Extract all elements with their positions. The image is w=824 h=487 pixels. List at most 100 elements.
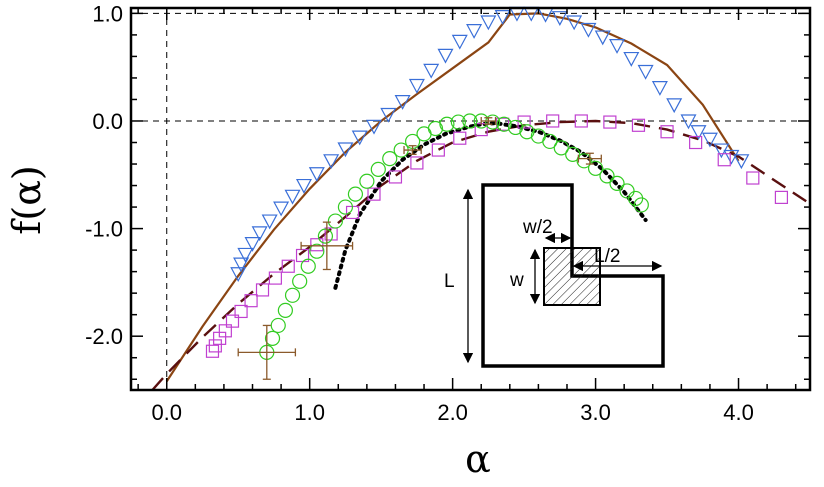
triangle-marker [594,30,611,46]
square-marker [410,156,424,170]
circle-marker [565,146,581,162]
y-tick-label: -2.0 [85,324,123,349]
inset-diagram: L w w/2 L/2 [444,183,665,368]
square-marker [255,283,270,297]
square-marker [281,259,295,273]
triangle-marker [701,132,718,148]
inset-label-w-half: w/2 [522,217,553,238]
triangle-marker [466,23,483,39]
circle-marker [633,197,649,213]
error-bar [237,324,297,380]
inset-outline [481,183,665,368]
triangle-marker [551,11,568,26]
triangle-marker [366,119,383,135]
inset-label-L: L [444,271,455,292]
circle-marker [609,175,625,191]
circle-marker [519,124,535,140]
circle-marker [427,120,444,137]
x-tick-label: 1.0 [294,400,325,425]
square-marker [218,324,232,338]
circle-marker [264,330,281,346]
x-tick-label: 3.0 [580,400,611,425]
triangle-marker [323,154,340,170]
square-marker [774,190,789,204]
triangle-marker [680,114,697,130]
circle-marker [270,317,286,334]
error-bar [577,152,602,165]
square-marker [746,171,760,185]
triangle-marker [273,201,290,217]
triangle-marker [351,130,368,146]
circle-marker [327,213,344,229]
inset-label-L-half: L/2 [594,246,620,267]
triangle-marker [609,39,626,54]
triangle-marker [380,107,397,123]
square-marker [234,304,248,319]
triangle-marker [623,51,640,67]
triangle-marker [295,178,312,194]
x-axis-label: α [465,437,491,481]
square-marker [660,125,674,139]
error-bar [300,221,354,271]
inset-hatched-region [543,247,601,306]
triangle-marker [237,247,254,263]
curve-dashed [151,119,811,391]
plot-frame [129,6,812,392]
triangle-marker [284,189,301,205]
circle-marker [587,160,604,176]
y-tick-label: 1.0 [92,1,123,26]
square-marker [310,238,324,252]
square-marker [268,271,282,285]
square-marker [225,314,240,328]
triangle-marker [690,125,707,141]
triangle-marker [408,78,425,94]
square-marker [244,294,258,308]
triangle-marker [394,95,411,110]
triangle-marker [580,22,597,38]
inset-label-w: w [509,270,524,291]
circle-marker [382,151,398,167]
square-marker [208,339,222,353]
circle-marker [439,116,455,132]
square-marker [453,131,467,145]
triangle-marker [337,142,354,158]
x-tick-label: 0.0 [151,400,182,425]
circle-marker [462,113,478,129]
triangle-marker [233,257,250,273]
triangle-marker [423,63,440,79]
square-marker [631,118,646,132]
triangle-marker [651,81,668,96]
y-tick-label: -1.0 [85,217,123,242]
triangle-marker [451,34,468,50]
triangle-marker [261,214,278,230]
circle-marker [309,243,325,259]
plot-area: 0.0 1.0 2.0 3.0 4.0 1.0 0.0 -1.0 -2.0 [85,1,812,425]
circle-marker [284,287,301,303]
circle-marker [485,114,501,130]
circle-marker [300,258,316,274]
circle-marker [599,168,615,184]
square-marker [388,170,403,184]
triangle-marker [637,64,654,80]
square-marker [367,187,381,201]
square-marker [205,344,220,358]
error-bar [403,145,422,155]
circle-marker [359,173,375,189]
square-marker [546,114,560,128]
square-marker [603,115,617,129]
curve-solid [165,12,740,383]
square-marker [689,135,703,150]
triangle-marker [566,15,583,31]
circle-marker [496,116,512,132]
circle-marker [277,302,293,318]
triangle-marker [244,237,261,252]
triangle-marker [723,149,740,165]
circle-marker [317,228,334,244]
circle-marker [337,199,354,215]
square-marker [431,143,445,157]
circle-marker [347,186,364,202]
circle-marker [542,133,558,150]
triangle-marker [437,48,454,64]
square-marker [717,153,731,167]
